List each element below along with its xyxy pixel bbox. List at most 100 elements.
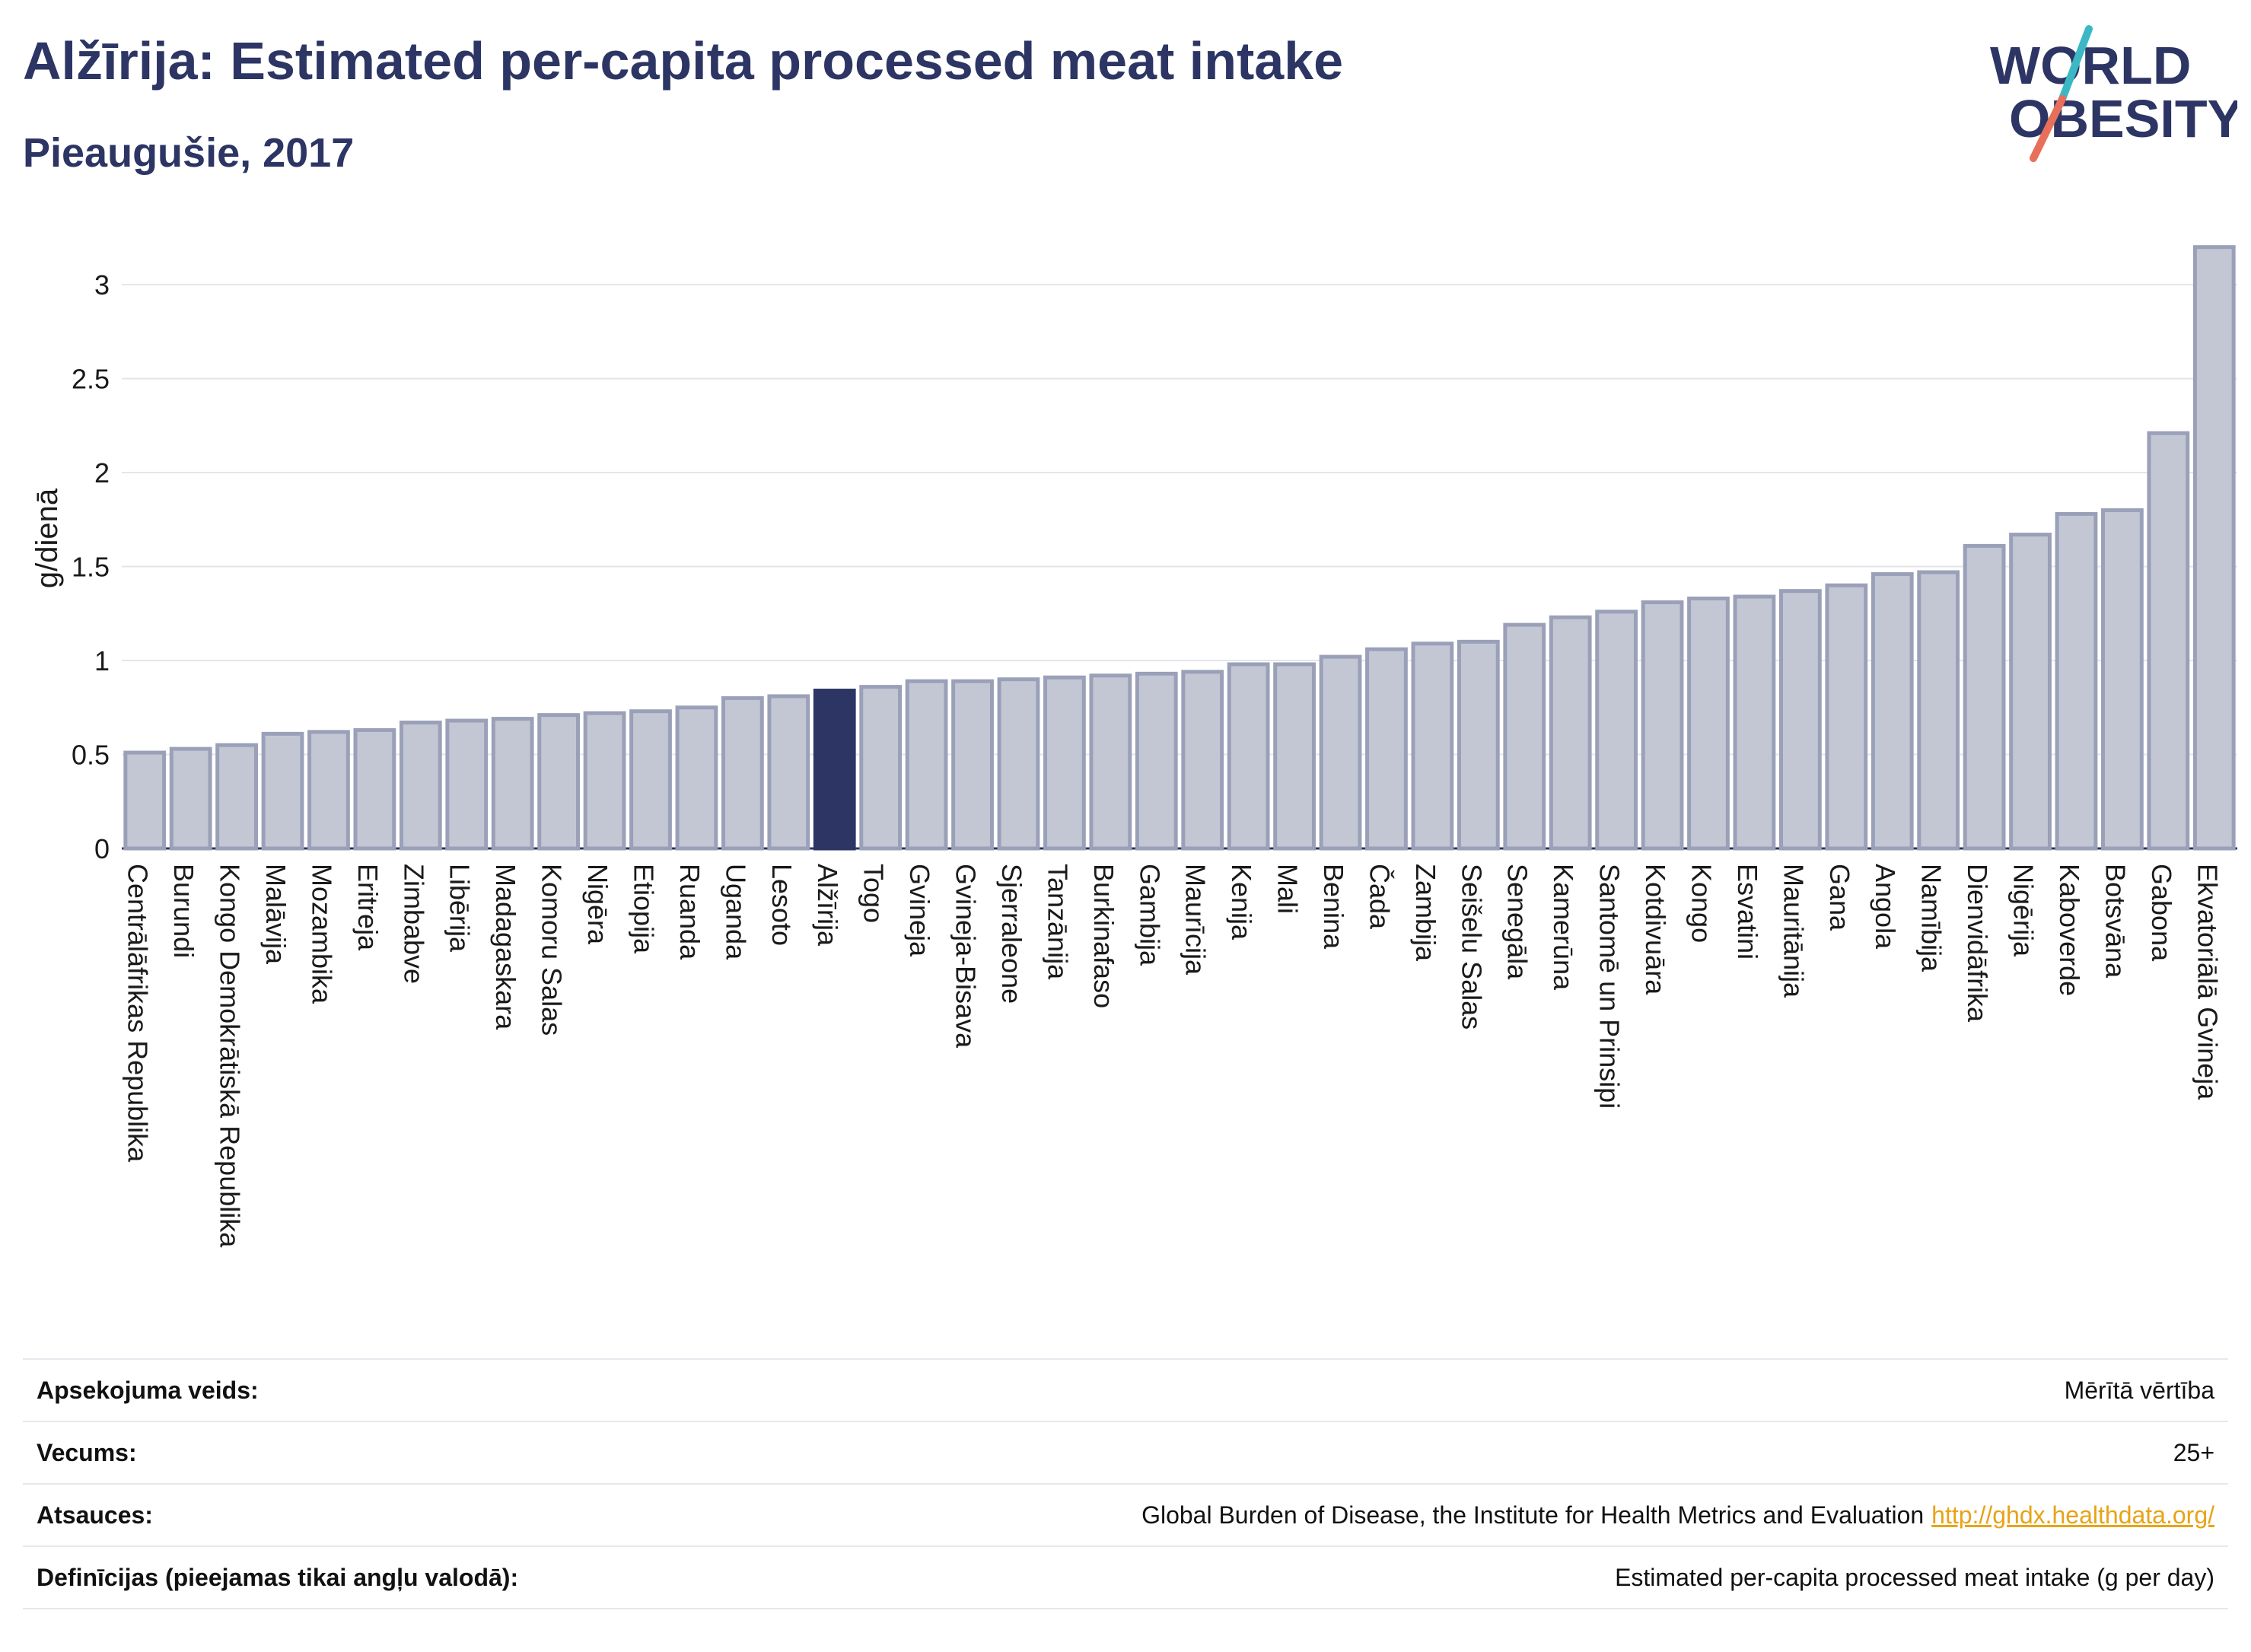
bar[interactable] [859,685,903,851]
x-tick-label: Dienvidāfrika [1962,864,1993,1023]
info-label: Vecums: [37,1438,137,1466]
x-tick-label: Zambija [1410,864,1441,962]
info-value: Estimated per-capita processed meat inta… [1615,1563,2214,1591]
bar[interactable] [2055,511,2098,851]
bar[interactable] [399,721,442,851]
bar[interactable] [1043,675,1086,851]
x-tick-label: Kongo Demokrātiskā Republika [215,864,246,1248]
x-tick-label: Gana [1824,864,1855,931]
x-tick-label: Kamerūna [1548,864,1579,991]
info-label: Apsekojuma veids: [37,1376,259,1404]
info-row-age: Vecums: 25+ [23,1421,2228,1484]
x-tick-label: Tanzānija [1042,864,1073,980]
bar[interactable] [1549,615,1592,851]
bar[interactable] [721,695,764,851]
reference-text: Global Burden of Disease, the Institute … [1141,1501,1925,1529]
bar[interactable] [123,750,167,851]
bar[interactable] [905,679,948,851]
bar[interactable] [2192,245,2236,851]
info-label: Definīcijas (pieejamas tikai angļu valod… [37,1563,519,1591]
bar[interactable] [1503,622,1546,851]
bar[interactable] [1319,654,1362,851]
bar[interactable] [1457,639,1500,851]
x-tick-label: Kaboverde [2054,864,2085,996]
info-value: Mērītā vērtība [2064,1376,2214,1404]
bar[interactable] [1917,570,1960,851]
reference-link[interactable]: http://ghdx.healthdata.org/ [1931,1501,2214,1529]
bar[interactable] [169,746,212,851]
bar[interactable] [1687,597,1730,851]
bar[interactable] [675,705,718,851]
bar[interactable] [997,677,1040,851]
bar[interactable] [1273,662,1316,851]
info-row-definitions: Definīcijas (pieejamas tikai angļu valod… [23,1546,2228,1609]
bar[interactable] [491,717,534,851]
bar[interactable] [353,727,396,851]
x-tick-label: Burundi [168,864,199,958]
bar[interactable] [2009,533,2052,851]
x-tick-label: Botsvāna [2100,864,2131,979]
x-tick-label: Alžīrija [812,864,843,947]
chart-subtitle: Pieaugušie, 2017 [23,130,355,176]
logo-slash-coral [2030,95,2066,162]
bar[interactable] [1733,594,1776,851]
bar[interactable] [1871,571,1914,851]
bar[interactable] [1089,673,1132,851]
bar[interactable] [583,711,626,851]
x-tick-label: Madagaskara [490,864,521,1030]
bar[interactable] [2101,508,2144,851]
x-tick-label: Kongo [1686,864,1717,943]
x-tick-label: Benina [1318,864,1349,950]
x-tick-label: Angola [1870,864,1901,950]
y-tick-label: 3 [94,269,110,301]
info-table: Apsekojuma veids: Mērītā vērtība Vecums:… [23,1358,2228,1609]
info-value: 25+ [2173,1438,2214,1466]
bar[interactable] [1963,543,2006,851]
y-tick-label: 2.5 [72,364,110,395]
world-obesity-logo[interactable]: WORLD OBESITY [1979,23,2237,167]
x-tick-label: Sjerraleone [996,864,1027,1004]
bar[interactable] [307,730,350,851]
y-tick-label: 1.5 [72,552,110,583]
x-tick-label: Mauritānija [1778,864,1809,998]
bar[interactable] [629,709,672,851]
x-tick-label: Nigēra [582,864,613,945]
info-row-references: Atsauces: Global Burden of Disease, the … [23,1484,2228,1546]
bar[interactable] [767,694,810,851]
bar[interactable] [1227,662,1270,851]
bar[interactable] [261,731,304,851]
chart-title: Alžīrija: Estimated per-capita processed… [23,31,1344,91]
bar[interactable] [1181,670,1224,851]
x-tick-label: Gvineja-Bisava [950,864,982,1049]
bar[interactable] [215,743,258,851]
x-tick-label: Centrālāfrikas Republika [123,864,154,1163]
bar[interactable] [445,718,489,851]
x-tick-label: Santomē un Prinsipi [1594,864,1625,1109]
bar[interactable] [1135,671,1178,851]
bar[interactable] [1411,641,1454,851]
x-tick-label: Kotdivuāra [1640,864,1671,995]
x-tick-label: Zimbabve [398,864,429,984]
bar-highlighted[interactable] [813,689,856,851]
bar[interactable] [1825,583,1868,851]
x-tick-label: Maurīcija [1180,864,1211,976]
x-tick-label: Gambija [1134,864,1165,966]
x-tick-label: Togo [858,864,890,923]
x-tick-label: Gvineja [904,864,935,957]
x-axis-labels: Centrālāfrikas Republika Burundi Kongo Dem… [123,864,2224,1248]
bar[interactable] [1641,600,1684,851]
bar[interactable] [1778,589,1822,851]
bar[interactable] [537,713,581,851]
y-tick-label: 1 [94,645,110,676]
x-tick-label: Burkinafaso [1088,864,1119,1008]
bar[interactable] [1595,610,1638,851]
x-tick-label: Senegāla [1502,864,1533,980]
x-tick-label: Eritreja [352,864,384,951]
bar[interactable] [951,679,994,851]
y-axis-ticks: 0 0.5 1 1.5 2 2.5 3 [72,269,110,864]
bar[interactable] [1365,647,1408,851]
x-tick-label: Kenija [1226,864,1257,941]
logo-slash-teal [2058,25,2093,103]
bar[interactable] [2147,431,2190,851]
x-tick-label: Esvatini [1732,864,1763,960]
